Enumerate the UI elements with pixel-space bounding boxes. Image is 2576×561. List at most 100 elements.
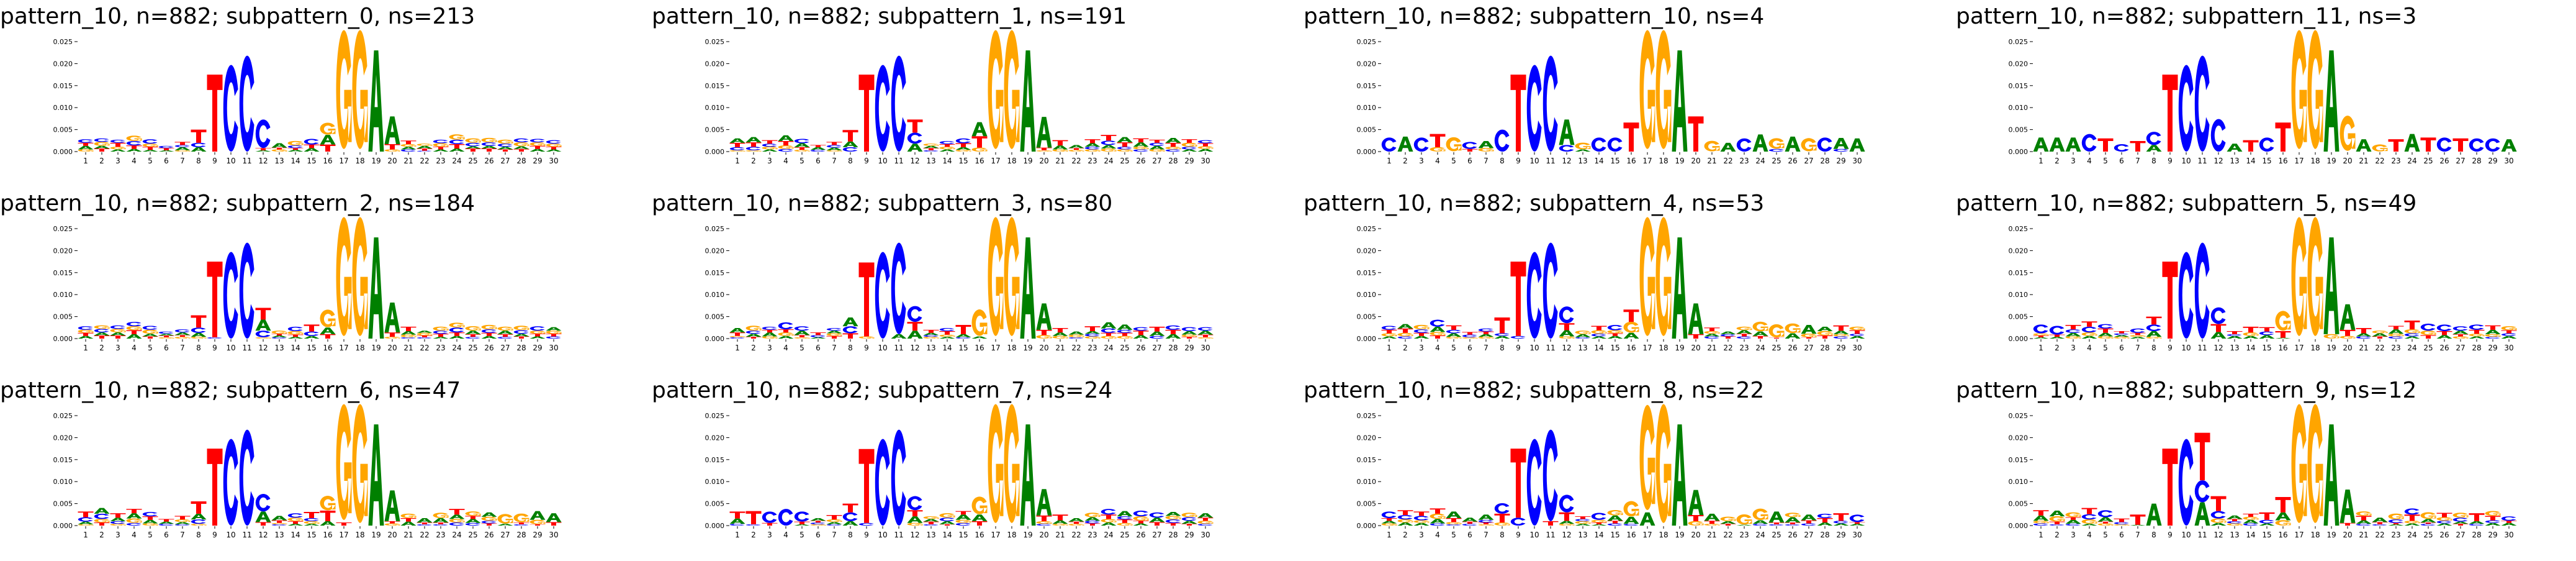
x-tick-label: 8 [2151,344,2156,352]
logo-letter-g [546,144,562,147]
logo-letter-a [465,331,481,334]
x-tick-label: 29 [1836,157,1845,165]
logo-letter-c [78,326,93,330]
logo-letter-a [384,116,400,144]
logo-letter-c [1462,524,1477,526]
x-tick-label: 22 [1071,531,1081,539]
logo-letter-c [433,331,448,334]
logo-letter-c [546,140,561,144]
x-tick-label: 6 [164,157,169,165]
logo-letter-c [2033,523,2048,526]
x-tick-label: 22 [1723,157,1732,165]
logo-letter-a [287,150,304,152]
logo-letter-a [1607,335,1623,339]
x-tick-label: 6 [1467,157,1472,165]
logo-letter-c [271,524,287,526]
y-tick-label: 0.005 [2009,313,2029,321]
logo-letter-t [1704,327,1720,331]
logo-plot: pattern_10, n=882; subpattern_0, ns=213 0… [0,4,562,165]
logo-letter-c [2436,137,2452,152]
logo-letter-a [110,518,126,521]
logo-letter-c [1478,519,1493,523]
logo-letter-c [891,429,906,526]
logo-letter-t [794,521,810,524]
logo-letter-a [142,334,158,337]
x-tick-label: 5 [2103,344,2108,352]
x-tick-label: 4 [132,531,137,539]
logo-letter-c [433,524,448,526]
logo-letter-g [1430,147,1446,152]
logo-letter-t [762,329,778,333]
logo-letter-a [826,522,842,524]
logo-letter-g [2388,334,2404,337]
x-tick-label: 18 [355,157,364,165]
logo-letter-t [1181,139,1197,143]
logo-letter-a [368,50,384,152]
logo-letter-c [923,524,939,526]
logo-letter-c [1462,334,1477,337]
logo-letter-c [465,142,480,147]
logo-letter-a [2049,337,2065,339]
logo-letter-a [2243,519,2259,524]
logo-letter-t [762,140,778,144]
logo-letter-t [1720,336,1736,339]
logo-letter-a [1623,516,1639,524]
logo-letter-a [1197,513,1214,518]
logo-letter-c [142,512,158,517]
logo-letter-a [826,147,842,150]
logo-letter-a [1413,335,1430,339]
logo-letter-a [1133,523,1149,526]
logo-letter-a [2033,515,2049,521]
logo-letter-t [481,332,497,336]
logo-letter-a [255,319,271,331]
x-tick-label: 11 [1546,344,1555,352]
logo-letter-a [1462,518,1478,522]
logo-letter-g [529,142,546,146]
logo-letter-t [271,520,287,523]
y-tick-label: 0.020 [53,60,73,68]
logo-letter-c [778,322,793,330]
x-tick-label: 15 [2262,344,2271,352]
logo-letter-c [287,145,303,148]
logo-letter-a [2049,510,2065,517]
x-tick-label: 7 [180,157,185,165]
logo-letter-t [2501,521,2517,523]
logo-letter-a [1688,490,1704,516]
x-tick-label: 3 [115,344,120,352]
logo-letter-t [1849,522,1865,524]
logo-letter-c [126,522,142,526]
y-tick-label: 0.010 [2009,478,2029,486]
logo-letter-t [191,315,207,328]
logo-letter-g [1478,148,1494,152]
x-tick-label: 16 [323,157,332,165]
logo-letter-a [2404,336,2420,339]
logo-plot: pattern_10, n=882; subpattern_4, ns=53 0.… [1304,191,1865,352]
x-tick-label: 4 [2087,344,2092,352]
logo-letter-c [1833,148,1849,152]
x-tick-label: 12 [2213,531,2223,539]
logo-letter-c [239,429,254,526]
logo-letter-a [174,522,191,524]
logo-letter-g [2210,518,2227,523]
logo-letter-t [729,511,745,519]
logo-letter-t [191,501,207,514]
logo-letter-c [223,252,238,339]
x-tick-label: 27 [1804,531,1813,539]
x-tick-label: 12 [2213,344,2223,352]
logo-letter-c [158,524,174,526]
logo-letter-t [2114,331,2130,334]
x-tick-label: 19 [2326,344,2336,352]
logo-letter-t [465,516,481,519]
logo-letter-a [2243,335,2259,339]
logo-letter-g [465,511,481,516]
y-tick-label: 0.010 [705,478,725,486]
logo-letter-t [2065,325,2081,330]
logo-letter-t [1446,325,1462,330]
logo-letter-c [223,439,238,526]
logo-letter-t [433,334,449,337]
logo-letter-g [433,513,449,518]
logo-letter-c [223,65,238,152]
x-tick-label: 2 [2055,531,2060,539]
logo-letter-g [1446,337,1462,339]
y-tick-label: 0.010 [1357,104,1377,112]
